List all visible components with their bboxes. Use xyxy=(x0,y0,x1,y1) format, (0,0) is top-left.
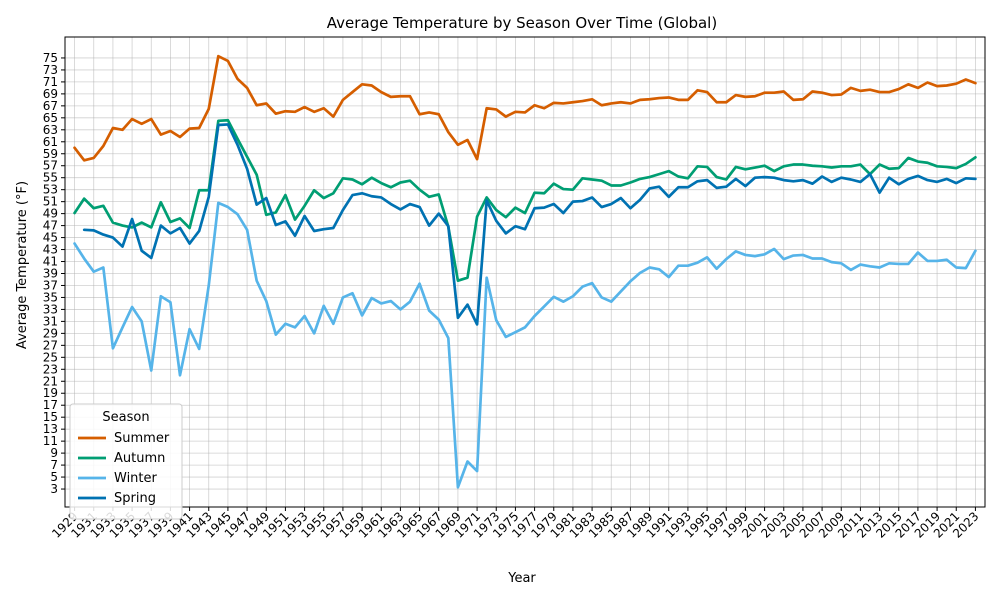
y-tick-label: 37 xyxy=(43,278,58,292)
y-tick-label: 63 xyxy=(43,123,58,137)
y-tick-label: 27 xyxy=(43,338,58,352)
y-axis: 3579111315171921232527293133353739414345… xyxy=(43,51,65,496)
y-tick-label: 39 xyxy=(43,266,58,280)
y-tick-label: 31 xyxy=(43,314,58,328)
chart-title: Average Temperature by Season Over Time … xyxy=(327,14,717,32)
y-tick-label: 47 xyxy=(43,219,58,233)
y-tick-label: 15 xyxy=(43,410,58,424)
y-tick-label: 17 xyxy=(43,398,58,412)
y-tick-label: 71 xyxy=(43,75,58,89)
y-tick-label: 25 xyxy=(43,350,58,364)
y-tick-label: 33 xyxy=(43,302,58,316)
y-tick-label: 9 xyxy=(50,446,58,460)
legend-items: Summer Autumn Winter Spring xyxy=(78,431,170,506)
series-line-autumn xyxy=(73,118,977,283)
series-line-spring xyxy=(82,123,977,326)
y-tick-label: 23 xyxy=(43,362,58,376)
legend: Season Summer Autumn Winter Spring xyxy=(69,403,183,520)
series-line-summer xyxy=(73,54,977,162)
y-tick-label: 69 xyxy=(43,87,58,101)
legend-label-spring: Spring xyxy=(114,491,156,506)
series-line-winter xyxy=(73,201,977,489)
y-tick-label: 65 xyxy=(43,111,58,125)
y-tick-label: 51 xyxy=(43,195,58,209)
y-tick-label: 5 xyxy=(50,470,58,484)
y-tick-label: 7 xyxy=(50,458,58,472)
y-tick-label: 21 xyxy=(43,374,58,388)
series-lines xyxy=(73,54,977,489)
legend-label-autumn: Autumn xyxy=(114,451,165,466)
y-tick-label: 43 xyxy=(43,243,58,257)
y-tick-label: 49 xyxy=(43,207,58,221)
y-tick-label: 19 xyxy=(43,386,58,400)
y-tick-label: 57 xyxy=(43,159,58,173)
y-axis-label: Average Temperature (°F) xyxy=(15,181,30,349)
x-axis-label: Year xyxy=(507,571,536,586)
y-tick-label: 73 xyxy=(43,63,58,77)
y-tick-label: 59 xyxy=(43,147,58,161)
y-tick-label: 29 xyxy=(43,326,58,340)
plot-frame xyxy=(64,36,986,508)
y-tick-label: 67 xyxy=(43,99,58,113)
y-tick-label: 13 xyxy=(43,422,58,436)
y-tick-label: 41 xyxy=(43,255,58,269)
y-tick-label: 35 xyxy=(43,290,58,304)
y-tick-label: 75 xyxy=(43,51,58,65)
legend-title: Season xyxy=(102,410,149,425)
legend-label-summer: Summer xyxy=(114,431,170,446)
y-tick-label: 45 xyxy=(43,231,58,245)
y-tick-label: 55 xyxy=(43,171,58,185)
legend-box xyxy=(69,403,183,520)
y-tick-label: 11 xyxy=(43,434,58,448)
y-tick-label: 3 xyxy=(50,482,58,496)
legend-label-winter: Winter xyxy=(114,471,158,486)
y-tick-label: 61 xyxy=(43,135,58,149)
y-tick-label: 53 xyxy=(43,183,58,197)
